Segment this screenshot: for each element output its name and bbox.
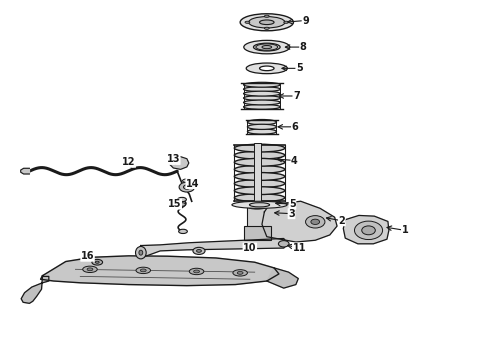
Text: 2: 2 [339,216,345,226]
Ellipse shape [234,166,285,173]
Ellipse shape [234,158,285,166]
Polygon shape [41,256,279,285]
Ellipse shape [179,229,187,234]
Ellipse shape [246,63,288,74]
Ellipse shape [234,187,285,194]
Text: 12: 12 [122,157,135,167]
Ellipse shape [240,14,294,31]
Text: 7: 7 [293,91,300,101]
Ellipse shape [244,82,280,87]
Ellipse shape [136,267,150,274]
Polygon shape [21,276,49,303]
Ellipse shape [96,261,99,263]
Text: 16: 16 [81,251,94,261]
Polygon shape [343,215,389,244]
Ellipse shape [234,151,285,159]
Ellipse shape [179,182,195,192]
Text: 9: 9 [302,15,309,26]
Ellipse shape [182,179,191,183]
Ellipse shape [247,120,276,125]
Ellipse shape [234,180,285,188]
Ellipse shape [260,66,274,71]
Text: 5: 5 [296,63,303,73]
Ellipse shape [244,91,280,96]
Ellipse shape [249,203,270,207]
Bar [247,207,267,240]
Ellipse shape [232,201,287,208]
Ellipse shape [139,250,143,255]
Polygon shape [262,201,337,242]
Ellipse shape [183,185,190,189]
Text: 10: 10 [243,243,257,253]
Text: 1: 1 [401,225,408,235]
Ellipse shape [194,270,199,273]
Ellipse shape [260,20,274,24]
Ellipse shape [178,197,186,202]
Polygon shape [267,268,298,288]
Text: 11: 11 [293,243,306,253]
Ellipse shape [83,266,97,273]
Polygon shape [170,156,189,169]
Ellipse shape [262,45,271,49]
Ellipse shape [284,21,289,23]
Ellipse shape [247,124,276,130]
Ellipse shape [247,129,276,134]
Ellipse shape [234,194,285,202]
Text: 3: 3 [288,209,295,219]
Text: 8: 8 [300,42,307,52]
Text: 6: 6 [292,122,298,132]
Ellipse shape [140,269,146,272]
Ellipse shape [278,240,289,247]
Polygon shape [21,168,29,174]
Bar [254,143,261,207]
Ellipse shape [311,219,319,225]
Ellipse shape [87,268,93,271]
Text: 13: 13 [167,154,180,165]
Ellipse shape [244,100,280,105]
Ellipse shape [245,21,250,23]
Bar [244,226,270,240]
Ellipse shape [237,271,243,274]
Ellipse shape [244,96,280,100]
Ellipse shape [253,43,280,51]
Ellipse shape [179,203,185,206]
Ellipse shape [196,249,201,252]
Text: 14: 14 [186,179,199,189]
Ellipse shape [306,216,325,228]
Ellipse shape [234,172,285,180]
Text: 15: 15 [168,199,181,209]
Ellipse shape [256,44,278,50]
Ellipse shape [189,268,204,275]
Polygon shape [137,238,288,258]
Ellipse shape [233,270,247,276]
Ellipse shape [244,40,290,54]
Text: 4: 4 [291,156,298,166]
Ellipse shape [248,17,285,28]
Ellipse shape [354,221,383,239]
Ellipse shape [244,104,280,109]
Ellipse shape [265,27,269,30]
Ellipse shape [265,15,269,17]
Ellipse shape [136,247,146,259]
Ellipse shape [362,226,375,235]
Ellipse shape [193,247,205,255]
Ellipse shape [244,87,280,91]
Text: 5: 5 [289,199,296,209]
Ellipse shape [92,260,102,265]
Ellipse shape [247,204,267,209]
Ellipse shape [234,144,285,152]
